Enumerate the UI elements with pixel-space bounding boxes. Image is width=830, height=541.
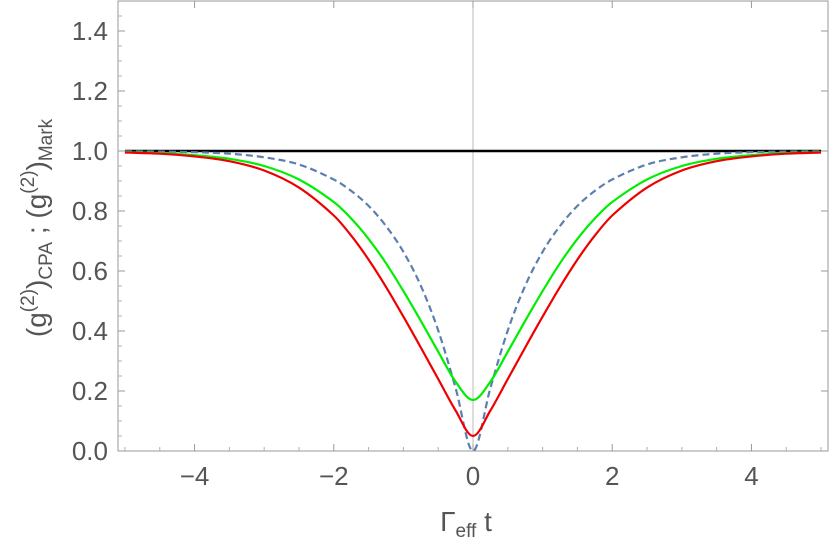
y-tick-label: 0.0 xyxy=(72,436,108,466)
y-tick-label: 0.8 xyxy=(72,196,108,226)
y-tick-label: 0.4 xyxy=(72,316,108,346)
y-tick-label: 1.4 xyxy=(72,16,108,46)
y-axis-title-sub1: CPA xyxy=(36,242,57,280)
tick-labels: −4 −2 0 2 4 0.0 0.2 0.4 0.6 0.8 1.0 1.2 1.4 xyxy=(72,16,759,491)
x-axis-title-tail: t xyxy=(476,506,492,537)
x-tick-label: −2 xyxy=(319,461,349,491)
green-series-line xyxy=(124,151,822,402)
y-axis-title-sup1: (2) xyxy=(18,289,39,312)
axis-ticks xyxy=(118,1,828,452)
dashed-series-line xyxy=(124,150,822,453)
y-axis-title-close2: ) xyxy=(21,161,52,170)
x-axis-title-sub: eff xyxy=(456,521,478,541)
y-axis-title-sup2: (2) xyxy=(18,170,39,193)
y-axis-title: (g(2))CPA ; (g(2))Mark xyxy=(18,118,57,337)
y-axis-title-part2: (g xyxy=(21,194,52,219)
y-tick-label: 0.2 xyxy=(72,376,108,406)
y-tick-label: 1.0 xyxy=(72,136,108,166)
y-tick-label: 1.2 xyxy=(72,76,108,106)
x-axis-title-main: Γ xyxy=(440,506,455,537)
x-axis-title: Γeff t xyxy=(440,506,492,541)
y-axis-title-sub2: Mark xyxy=(36,118,57,161)
x-tick-label: −4 xyxy=(180,461,210,491)
y-tick-label: 0.6 xyxy=(72,256,108,286)
x-tick-label: 0 xyxy=(466,461,480,491)
y-axis-title-close1: ) xyxy=(21,280,52,289)
series-layer xyxy=(124,149,822,453)
y-axis-title-sep: ; xyxy=(21,219,52,242)
y-axis-title-part1: (g xyxy=(21,312,52,337)
x-tick-label: 2 xyxy=(605,461,619,491)
red-series-line xyxy=(124,151,822,438)
x-tick-label: 4 xyxy=(744,461,758,491)
